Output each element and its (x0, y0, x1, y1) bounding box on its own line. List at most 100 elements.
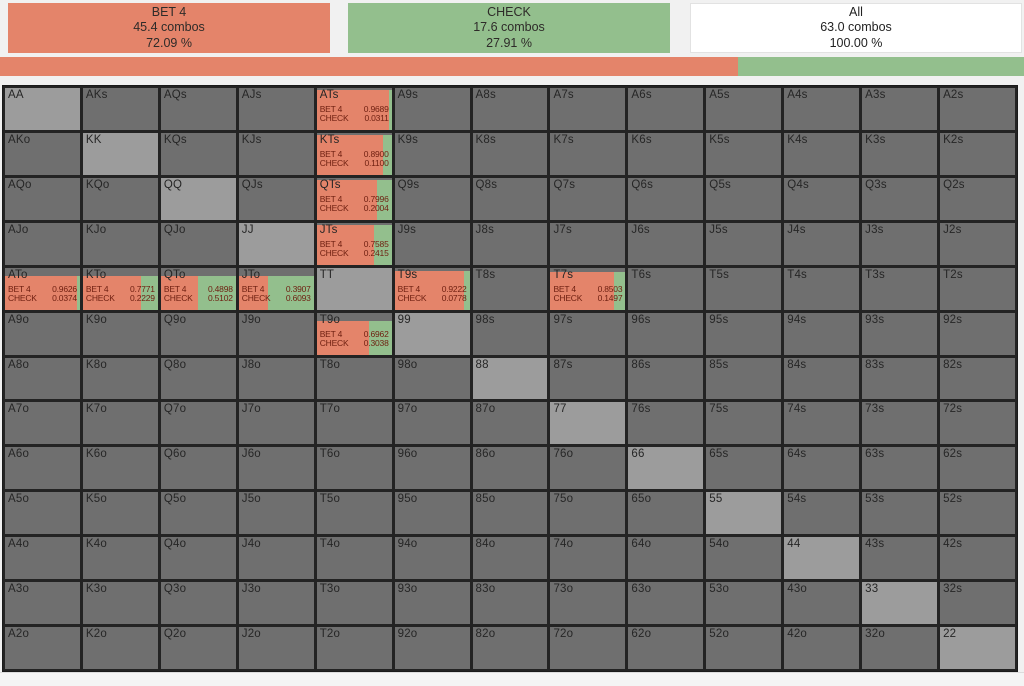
grid-cell[interactable]: J8s (472, 222, 548, 265)
grid-cell[interactable]: K3o (82, 582, 158, 625)
grid-cell[interactable]: Q9o (160, 312, 236, 355)
grid-cell[interactable]: A5o (5, 492, 80, 535)
grid-cell[interactable]: BET 4 0.7585 CHECK 0.2415 JTs (316, 222, 392, 265)
grid-cell[interactable]: 86s (628, 357, 704, 400)
grid-cell[interactable]: BET 4 0.6962 CHECK 0.3038 T9o (316, 312, 392, 355)
grid-cell[interactable]: 93s (862, 312, 938, 355)
grid-cell[interactable]: 82s (940, 357, 1015, 400)
check-summary-box[interactable]: CHECK 17.6 combos 27.91 % (348, 3, 670, 53)
grid-cell[interactable]: QQ (160, 177, 236, 220)
grid-cell[interactable]: KQs (160, 132, 236, 175)
grid-cell[interactable]: J8o (238, 357, 314, 400)
grid-cell[interactable]: KJo (82, 222, 158, 265)
grid-cell[interactable]: BET 4 0.8900 CHECK 0.1100 KTs (316, 132, 392, 175)
grid-cell[interactable]: BET 4 0.3907 CHECK 0.6093 JTo (238, 267, 314, 310)
grid-cell[interactable]: 87s (550, 357, 626, 400)
grid-cell[interactable]: 93o (394, 582, 470, 625)
grid-cell[interactable]: 99 (394, 312, 470, 355)
grid-cell[interactable]: J5s (706, 222, 782, 265)
grid-cell[interactable]: 76o (550, 447, 626, 490)
grid-cell[interactable]: J7s (550, 222, 626, 265)
grid-cell[interactable]: 22 (940, 627, 1015, 669)
grid-cell[interactable]: T3s (862, 267, 938, 310)
grid-cell[interactable]: 96s (628, 312, 704, 355)
grid-cell[interactable]: K6s (628, 132, 704, 175)
grid-cell[interactable]: K8s (472, 132, 548, 175)
grid-cell[interactable]: K9o (82, 312, 158, 355)
grid-cell[interactable]: K2o (82, 627, 158, 669)
grid-cell[interactable]: 92o (394, 627, 470, 669)
grid-cell[interactable]: 75o (550, 492, 626, 535)
grid-cell[interactable]: 85s (706, 357, 782, 400)
grid-cell[interactable]: Q5s (706, 177, 782, 220)
grid-cell[interactable]: BET 4 0.9222 CHECK 0.0778 T9s (394, 267, 470, 310)
grid-cell[interactable]: 44 (784, 537, 860, 580)
grid-cell[interactable]: 53o (706, 582, 782, 625)
grid-cell[interactable]: T3o (316, 582, 392, 625)
grid-cell[interactable]: 74s (784, 402, 860, 445)
grid-cell[interactable]: 73o (550, 582, 626, 625)
grid-cell[interactable]: 53s (862, 492, 938, 535)
grid-cell[interactable]: K7o (82, 402, 158, 445)
grid-cell[interactable]: T4o (316, 537, 392, 580)
grid-cell[interactable]: Q6o (160, 447, 236, 490)
grid-cell[interactable]: A4o (5, 537, 80, 580)
grid-cell[interactable]: A8s (472, 88, 548, 130)
grid-cell[interactable]: 96o (394, 447, 470, 490)
grid-cell[interactable]: 95o (394, 492, 470, 535)
grid-cell[interactable]: 64s (784, 447, 860, 490)
grid-cell[interactable]: 52s (940, 492, 1015, 535)
grid-cell[interactable]: 33 (862, 582, 938, 625)
grid-cell[interactable]: 97o (394, 402, 470, 445)
grid-cell[interactable]: K4o (82, 537, 158, 580)
grid-cell[interactable]: 54s (784, 492, 860, 535)
grid-cell[interactable]: 72s (940, 402, 1015, 445)
grid-cell[interactable]: K8o (82, 357, 158, 400)
grid-cell[interactable]: BET 4 0.7996 CHECK 0.2004 QTs (316, 177, 392, 220)
grid-cell[interactable]: J6o (238, 447, 314, 490)
grid-cell[interactable]: 72o (550, 627, 626, 669)
grid-cell[interactable]: 62o (628, 627, 704, 669)
grid-cell[interactable]: AQo (5, 177, 80, 220)
grid-cell[interactable]: 98o (394, 357, 470, 400)
grid-cell[interactable]: 75s (706, 402, 782, 445)
grid-cell[interactable]: 65s (706, 447, 782, 490)
grid-cell[interactable]: T5s (706, 267, 782, 310)
grid-cell[interactable]: A7s (550, 88, 626, 130)
grid-cell[interactable]: A7o (5, 402, 80, 445)
grid-cell[interactable]: Q4s (784, 177, 860, 220)
grid-cell[interactable]: QJs (238, 177, 314, 220)
grid-cell[interactable]: T6s (628, 267, 704, 310)
grid-cell[interactable]: Q6s (628, 177, 704, 220)
grid-cell[interactable]: AJs (238, 88, 314, 130)
grid-cell[interactable]: KK (82, 132, 158, 175)
grid-cell[interactable]: T7o (316, 402, 392, 445)
grid-cell[interactable]: 73s (862, 402, 938, 445)
grid-cell[interactable]: 83s (862, 357, 938, 400)
grid-cell[interactable]: J9o (238, 312, 314, 355)
grid-cell[interactable]: 97s (550, 312, 626, 355)
grid-cell[interactable]: QJo (160, 222, 236, 265)
grid-cell[interactable]: J6s (628, 222, 704, 265)
grid-cell[interactable]: K5o (82, 492, 158, 535)
grid-cell[interactable]: TT (316, 267, 392, 310)
grid-cell[interactable]: BET 4 0.9626 CHECK 0.0374 ATo (5, 267, 80, 310)
grid-cell[interactable]: 64o (628, 537, 704, 580)
grid-cell[interactable]: 86o (472, 447, 548, 490)
grid-cell[interactable]: BET 4 0.9689 CHECK 0.0311 ATs (316, 88, 392, 130)
grid-cell[interactable]: J2o (238, 627, 314, 669)
grid-cell[interactable]: T4s (784, 267, 860, 310)
grid-cell[interactable]: K5s (706, 132, 782, 175)
grid-cell[interactable]: A9o (5, 312, 80, 355)
grid-cell[interactable]: T2s (940, 267, 1015, 310)
grid-cell[interactable]: AKs (82, 88, 158, 130)
grid-cell[interactable]: 52o (706, 627, 782, 669)
grid-cell[interactable]: 55 (706, 492, 782, 535)
grid-cell[interactable]: KJs (238, 132, 314, 175)
grid-cell[interactable]: T5o (316, 492, 392, 535)
grid-cell[interactable]: 74o (550, 537, 626, 580)
grid-cell[interactable]: 54o (706, 537, 782, 580)
grid-cell[interactable]: A4s (784, 88, 860, 130)
grid-cell[interactable]: 88 (472, 357, 548, 400)
grid-cell[interactable]: 42s (940, 537, 1015, 580)
